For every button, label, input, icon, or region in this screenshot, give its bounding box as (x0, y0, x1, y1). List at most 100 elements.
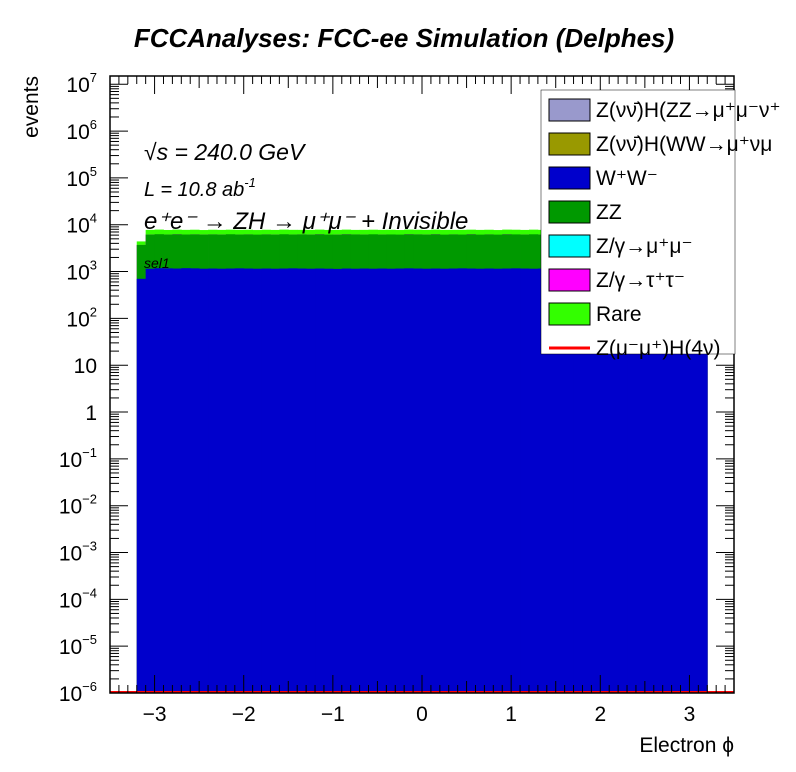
bar-w-w (136, 278, 147, 693)
legend-swatch-rare (548, 302, 591, 326)
bar-w-w (395, 268, 405, 693)
y-tick-label: 10 (74, 355, 97, 378)
bar-w-w (680, 268, 690, 693)
bar-w-w (627, 268, 637, 693)
y-tick-label: 104 (66, 211, 97, 238)
bar-w-w (323, 268, 334, 693)
bar-w-w (154, 268, 164, 693)
legend-label-w-w: W⁺W⁻ (596, 167, 658, 190)
bar-w-w (386, 268, 396, 693)
bar-w-w (457, 268, 467, 693)
bar-w-w (528, 268, 539, 693)
bar-w-w (520, 268, 530, 693)
bar-w-w (350, 268, 360, 693)
y-tick-label: 1 (85, 402, 97, 425)
y-tick-label: 10−3 (59, 539, 97, 566)
bar-w-w (475, 268, 485, 693)
bar-w-w (234, 268, 245, 693)
y-tick-label: 10−2 (59, 492, 97, 519)
energy-label: s = 240.0 GeV (157, 139, 307, 165)
legend-swatch-w-w (548, 166, 591, 190)
bar-w-w (591, 268, 601, 693)
legend-swatch-z (548, 268, 591, 292)
bar-w-w (199, 268, 209, 693)
bar-w-w (261, 268, 271, 693)
bar-w-w (279, 268, 289, 693)
legend-label-z-h-ww: Z(νν̄)H(WW→μ⁺νμ (596, 133, 772, 156)
svg-text:√s = 240.0 GeV: √s = 240.0 GeV (144, 139, 307, 165)
lumi-label: L = 10.8 ab (144, 179, 244, 201)
bar-w-w (216, 268, 227, 693)
y-tick-label: 10−4 (59, 585, 97, 612)
bar-w-w (377, 268, 387, 693)
legend-label-z-h-4: Z(μ⁻μ⁺)H(4ν) (596, 337, 721, 360)
y-tick-label: 10−6 (59, 679, 97, 706)
bar-w-w (448, 268, 459, 693)
selection-label: sel1 (144, 255, 170, 271)
annotations: √s = 240.0 GeV L = 10.8 ab-1 e⁺e⁻ → ZH →… (144, 139, 468, 271)
bar-w-w (430, 268, 441, 693)
legend-label-z: Z/γ→τ⁺τ⁻ (596, 269, 685, 292)
x-axis-label: Electron ϕ (639, 734, 734, 757)
bar-w-w (511, 268, 521, 693)
bar-w-w (698, 278, 708, 693)
legend-swatch-z-h-ww (548, 132, 591, 156)
process-label: e⁺e⁻ → ZH → μ⁺μ⁻ + Invisible (144, 208, 468, 235)
bar-w-w (181, 268, 191, 693)
y-axis-label: events (20, 76, 43, 138)
bar-w-w (600, 268, 610, 693)
sqrt-symbol: √ (144, 139, 157, 165)
y-tick-label: 102 (66, 304, 97, 331)
x-tick-label: 2 (594, 703, 606, 726)
bar-w-w (653, 268, 664, 693)
x-tick-label: 1 (505, 703, 517, 726)
bar-w-w (537, 268, 548, 693)
y-tick-label: 106 (66, 117, 97, 144)
bar-w-w (564, 268, 574, 693)
legend-swatch-z-h-zz (548, 98, 591, 122)
bar-w-w (689, 268, 699, 693)
bar-w-w (359, 268, 369, 693)
bar-w-w (297, 268, 307, 693)
x-tick-label: −1 (321, 703, 345, 726)
bar-w-w (555, 268, 566, 693)
bar-w-w (502, 268, 512, 693)
bar-w-w (422, 268, 432, 693)
y-tick-label: 107 (66, 70, 97, 97)
legend-label-z: Z/γ→μ⁺μ⁻ (596, 235, 693, 258)
bar-w-w (466, 268, 476, 693)
bar-w-w (172, 268, 182, 693)
bar-w-w (225, 268, 236, 693)
chart-title: FCCAnalyses: FCC-ee Simulation (Delphes) (134, 23, 674, 53)
bar-w-w (145, 268, 155, 693)
bar-w-w (190, 268, 200, 693)
bar-w-w (573, 268, 583, 693)
x-tick-label: −3 (143, 703, 167, 726)
legend-label-z-h-zz: Z(νν̄)H(ZZ→μ⁺μ⁻ν⁺ (596, 99, 781, 122)
bar-w-w (243, 268, 254, 693)
bar-w-w (546, 268, 557, 693)
legend: Z(νν̄)H(ZZ→μ⁺μ⁻ν⁺ Z(νν̄)H(WW→μ⁺νμ W⁺W⁻ ZZ Z/… (540, 89, 781, 360)
y-tick-label: 10−5 (59, 632, 97, 659)
bar-w-w (368, 268, 378, 693)
bar-w-w (635, 268, 646, 693)
svg-text:L = 10.8 ab-1: L = 10.8 ab-1 (144, 175, 256, 201)
bar-w-w (493, 268, 503, 693)
bar-w-w (332, 268, 343, 693)
bar-w-w (644, 268, 655, 693)
bar-w-w (315, 268, 325, 693)
bar-w-w (671, 268, 681, 693)
x-tick-label: −2 (232, 703, 256, 726)
bar-w-w (484, 268, 494, 693)
y-tick-label: 10−1 (59, 445, 97, 472)
bar-w-w (252, 268, 262, 693)
bar-w-w (662, 268, 672, 693)
bar-w-w (270, 268, 280, 693)
legend-swatch-z (548, 234, 591, 258)
y-tick-label: 105 (66, 164, 97, 191)
legend-label-zz: ZZ (596, 201, 622, 224)
bar-w-w (288, 268, 298, 693)
plot-bars (110, 229, 734, 694)
y-tick-label: 103 (66, 258, 97, 285)
